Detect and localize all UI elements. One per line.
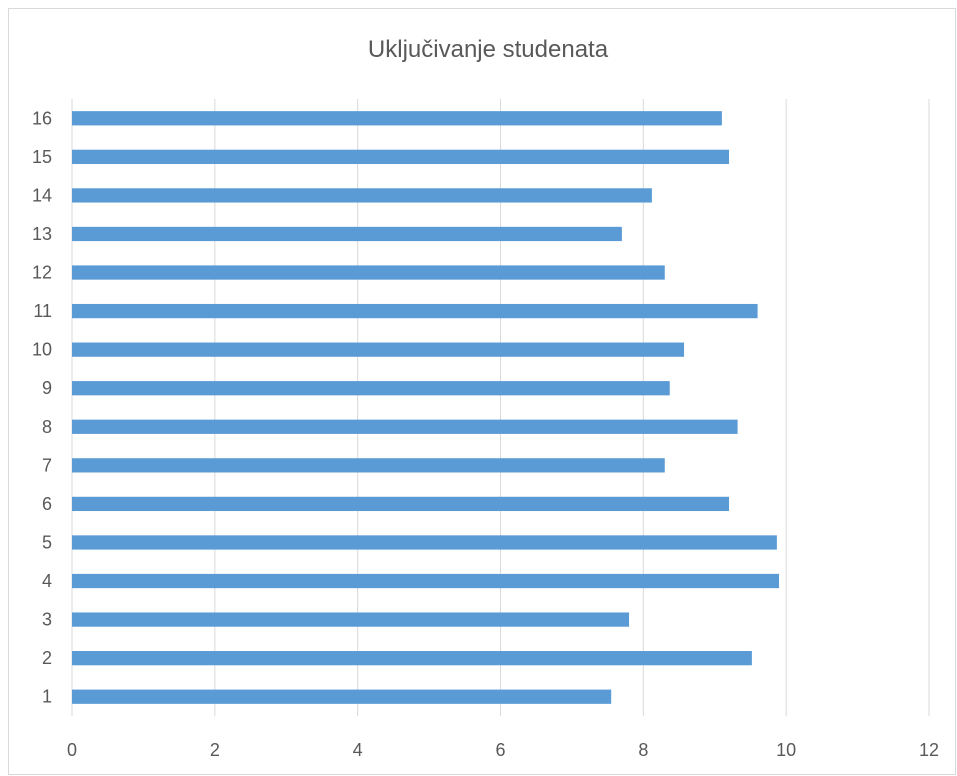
category-label-9: 9: [42, 378, 52, 398]
bar-16: [72, 111, 722, 126]
x-tick-label-2: 2: [210, 740, 220, 760]
category-label-13: 13: [32, 224, 52, 244]
category-label-1: 1: [42, 687, 52, 707]
bar-6: [72, 496, 730, 512]
bar-14: [72, 188, 652, 203]
bar-3: [72, 612, 630, 627]
category-label-2: 2: [42, 648, 52, 668]
bar-12: [72, 265, 665, 280]
bar-13: [72, 226, 622, 242]
bars: [72, 111, 780, 704]
category-label-14: 14: [32, 185, 52, 205]
bar-5: [72, 535, 777, 550]
category-label-16: 16: [32, 108, 52, 128]
bar-8: [72, 419, 738, 434]
x-tick-label-8: 8: [638, 740, 648, 760]
x-tick-label-4: 4: [353, 740, 363, 760]
category-label-8: 8: [42, 417, 52, 437]
bar-4: [72, 573, 780, 589]
bar-10: [72, 342, 685, 357]
category-label-11: 11: [33, 301, 52, 321]
category-label-10: 10: [32, 340, 52, 360]
value-axis-labels: 0 2 4 6 8 10 12: [67, 740, 939, 760]
category-label-3: 3: [42, 610, 52, 630]
x-tick-label-12: 12: [919, 740, 939, 760]
category-label-4: 4: [42, 571, 52, 591]
bar-7: [72, 458, 665, 473]
bar-11: [72, 303, 758, 319]
category-label-5: 5: [42, 532, 52, 552]
category-label-6: 6: [42, 494, 52, 514]
category-label-7: 7: [42, 455, 52, 475]
bar-15: [72, 149, 730, 164]
bar-1: [72, 689, 612, 704]
bar-2: [72, 651, 752, 666]
x-tick-label-10: 10: [776, 740, 796, 760]
category-label-12: 12: [32, 263, 52, 283]
bar-9: [72, 381, 670, 396]
x-tick-label-0: 0: [67, 740, 77, 760]
x-tick-label-6: 6: [495, 740, 505, 760]
category-label-15: 15: [32, 147, 52, 167]
chart-title: Uključivanje studenata: [368, 36, 609, 63]
